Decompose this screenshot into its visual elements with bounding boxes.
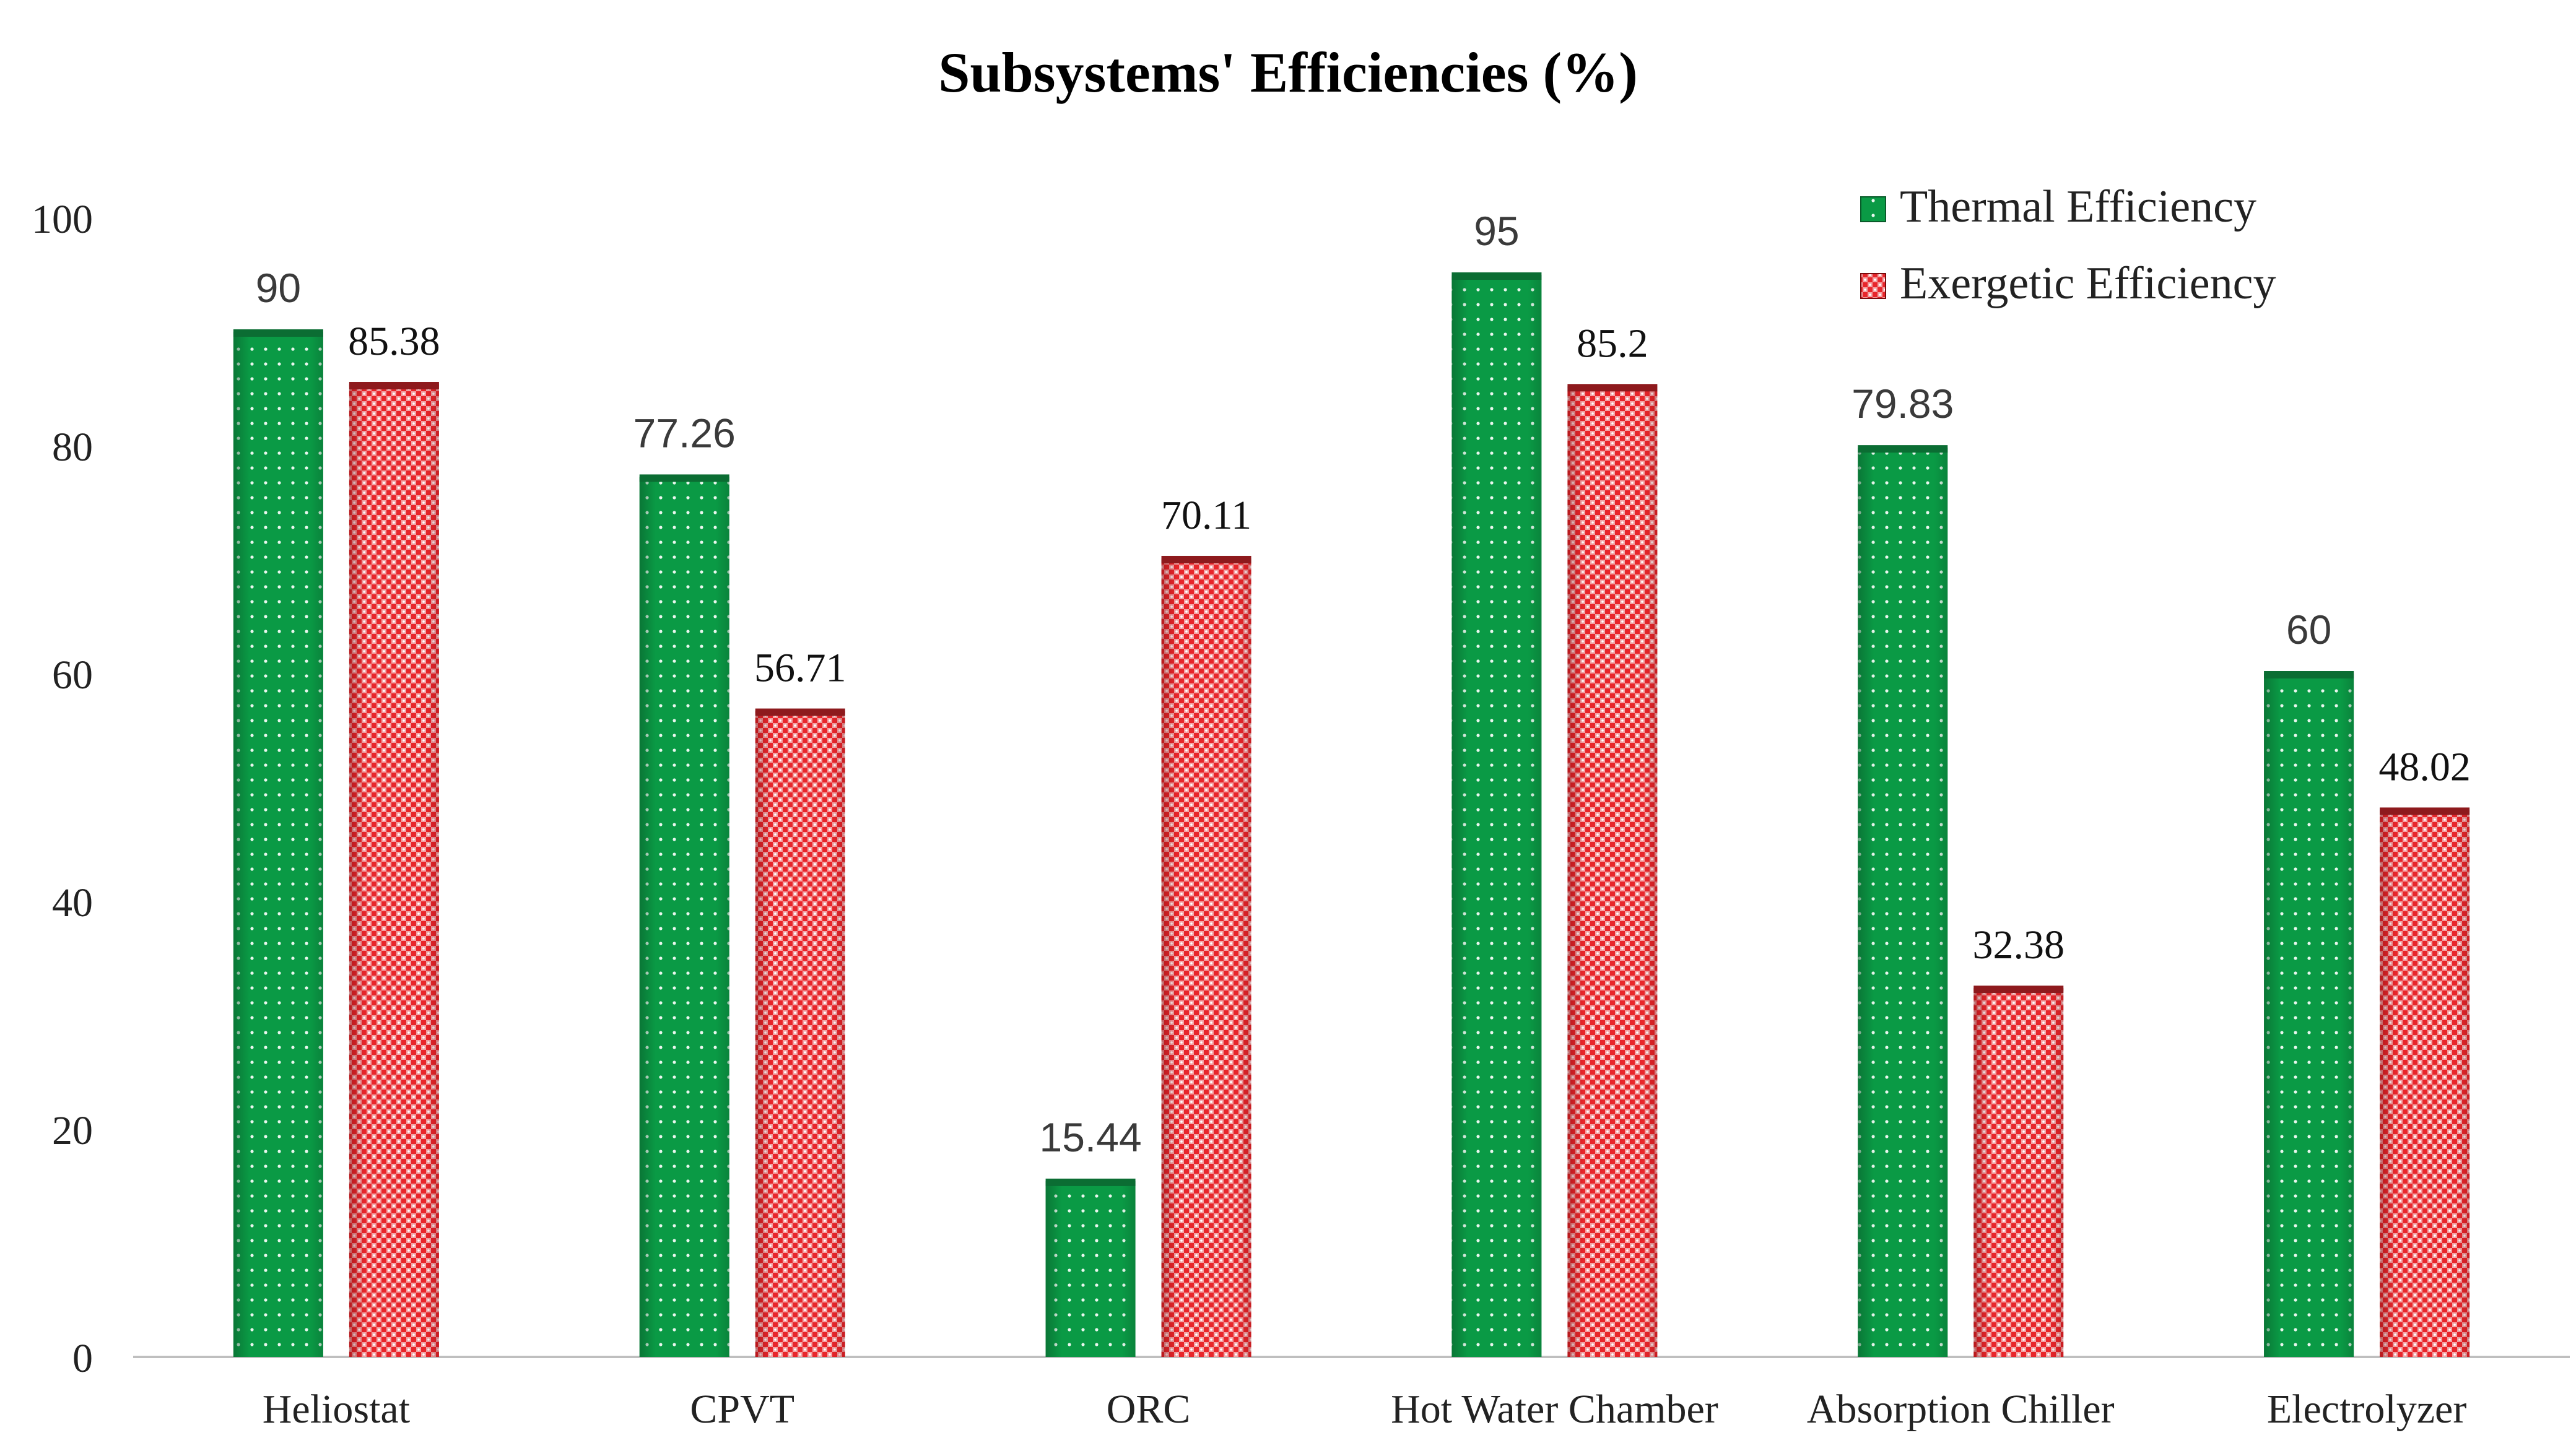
bar-cap <box>1858 445 1948 453</box>
bar-exergetic[interactable] <box>349 382 439 1357</box>
data-label-exergetic: 70.11 <box>1161 493 1251 538</box>
data-label-thermal: 15.44 <box>1039 1114 1141 1160</box>
bar-cap <box>349 382 439 390</box>
data-label-thermal: 60 <box>2286 607 2331 652</box>
y-tick-label: 20 <box>52 1108 93 1153</box>
data-label-thermal: 95 <box>1474 208 1519 254</box>
bar-shade <box>1567 386 1658 1357</box>
legend-label-thermal: Thermal Efficiency <box>1900 181 2256 232</box>
bar-cap <box>639 474 729 482</box>
bar-cap <box>233 329 323 337</box>
data-labels-group: 90 85.38 77.26 56.71 15.44 70.11 95 85.2 79.83 32… <box>256 208 2471 1160</box>
chart-title: Subsystems' Efficiencies (%) <box>938 41 1637 104</box>
data-label-thermal: 79.83 <box>1852 381 1954 427</box>
bar-thermal[interactable] <box>1858 445 1948 1358</box>
bar-shade <box>1045 1181 1136 1357</box>
x-axis: Heliostat CPVT ORC Hot Water Chamber Absorpt… <box>263 1387 2467 1432</box>
bar-shade <box>233 332 323 1357</box>
bar-thermal[interactable] <box>639 474 729 1357</box>
x-tick-label: Absorption Chiller <box>1807 1387 2115 1432</box>
bar-cap <box>1567 384 1658 392</box>
data-label-exergetic: 48.02 <box>2378 744 2471 789</box>
bar-shade <box>1161 558 1251 1357</box>
bar-shade <box>1973 988 2064 1357</box>
bar-cap <box>1045 1178 1136 1186</box>
bar-exergetic[interactable] <box>755 708 845 1357</box>
bar-cap <box>1973 986 2064 994</box>
x-tick-label: ORC <box>1107 1387 1191 1432</box>
bar-exergetic[interactable] <box>1161 555 1251 1357</box>
y-tick-label: 60 <box>52 652 93 698</box>
bar-cap <box>1451 272 1542 280</box>
bar-thermal[interactable] <box>2264 671 2354 1357</box>
data-label-exergetic: 85.2 <box>1577 321 1648 366</box>
bar-thermal[interactable] <box>1045 1178 1136 1357</box>
x-tick-label: Heliostat <box>263 1387 410 1432</box>
bar-shade <box>755 711 845 1357</box>
bar-shade <box>349 384 439 1357</box>
bar-shade <box>1858 448 1948 1358</box>
bar-cap <box>755 708 845 716</box>
legend-swatch-thermal <box>1860 196 1886 222</box>
data-label-thermal: 77.26 <box>633 410 736 456</box>
bar-shade <box>1451 275 1542 1357</box>
legend-item-exergetic[interactable]: Exergetic Efficiency <box>1860 258 2276 309</box>
y-axis: 0 20 40 60 80 100 <box>32 197 93 1381</box>
data-label-exergetic: 56.71 <box>754 646 846 691</box>
y-tick-label: 0 <box>72 1336 93 1381</box>
bar-exergetic[interactable] <box>2380 807 2470 1357</box>
bar-shade <box>639 477 729 1357</box>
y-tick-label: 40 <box>52 880 93 925</box>
bar-cap <box>2380 807 2470 815</box>
bar-exergetic[interactable] <box>1973 986 2064 1357</box>
bar-shade <box>2380 810 2470 1357</box>
bar-cap <box>1161 555 1251 563</box>
y-tick-label: 80 <box>52 425 93 470</box>
data-label-thermal: 90 <box>256 265 301 311</box>
data-label-exergetic: 85.38 <box>348 319 440 364</box>
bar-thermal[interactable] <box>233 329 323 1357</box>
legend-label-exergetic: Exergetic Efficiency <box>1900 258 2276 309</box>
x-tick-label: CPVT <box>690 1387 794 1432</box>
y-tick-label: 100 <box>32 197 93 242</box>
data-label-exergetic: 32.38 <box>1973 922 2065 968</box>
bar-shade <box>2264 674 2354 1357</box>
bar-thermal[interactable] <box>1451 272 1542 1357</box>
x-tick-label: Electrolyzer <box>2267 1387 2466 1432</box>
legend-item-thermal[interactable]: Thermal Efficiency <box>1860 181 2256 232</box>
legend: Thermal Efficiency Exergetic Efficiency <box>1860 181 2276 309</box>
x-tick-label: Hot Water Chamber <box>1391 1387 1718 1432</box>
bar-exergetic[interactable] <box>1567 384 1658 1357</box>
bars-group <box>233 272 2470 1358</box>
legend-swatch-exergetic <box>1860 273 1886 299</box>
bar-cap <box>2264 671 2354 678</box>
